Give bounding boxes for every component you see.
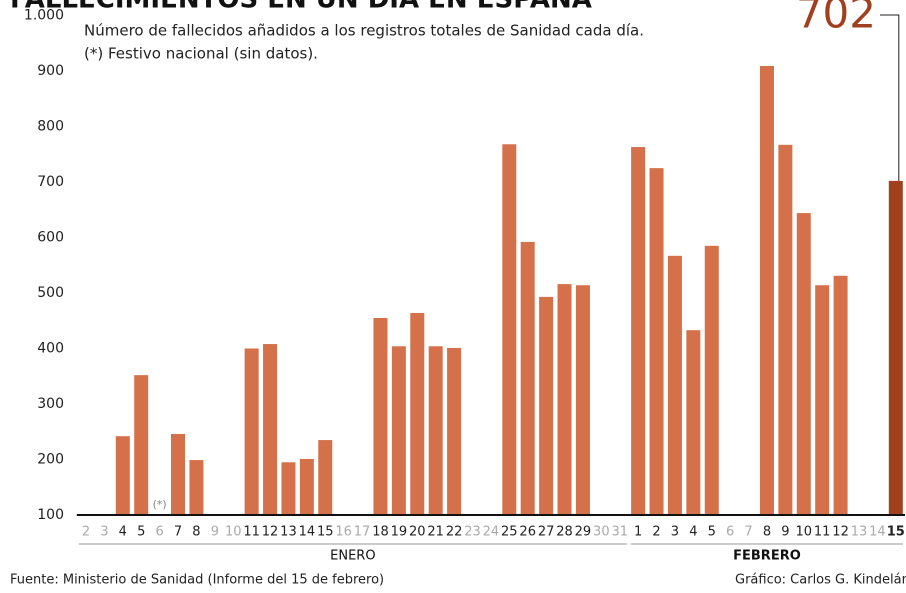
y-tick-label: 600 — [37, 230, 64, 246]
x-tick-label: 24 — [483, 525, 500, 540]
bar — [244, 348, 259, 515]
bar — [631, 147, 646, 515]
x-tick-label: 22 — [446, 525, 463, 540]
x-tick-label: 2 — [652, 525, 660, 540]
x-tick-label: 25 — [501, 525, 518, 540]
chart-title: FALLECIMIENTOS EN UN DÍA EN ESPAÑA — [10, 0, 592, 15]
bar — [115, 436, 130, 515]
bar — [833, 275, 848, 515]
bar — [778, 144, 793, 515]
bar — [171, 433, 186, 515]
bar — [649, 168, 664, 515]
x-tick-label: 17 — [354, 525, 371, 540]
x-tick-label: 11 — [243, 525, 260, 540]
x-tick-label: 9 — [211, 525, 219, 540]
bar — [189, 460, 204, 515]
y-tick-label: 900 — [37, 63, 64, 79]
bar — [759, 66, 774, 515]
x-tick-label: 21 — [427, 525, 444, 540]
x-tick-label: 13 — [851, 525, 868, 540]
bar — [263, 344, 278, 515]
month-label: ENERO — [330, 549, 375, 564]
bar — [557, 284, 572, 515]
x-tick-label: 7 — [174, 525, 182, 540]
x-tick-label: 16 — [335, 525, 352, 540]
x-tick-label: 14 — [869, 525, 886, 540]
x-tick-label: 3 — [100, 525, 108, 540]
bar — [428, 346, 443, 515]
x-tick-label: 26 — [519, 525, 536, 540]
callout-label: 702 — [796, 0, 876, 38]
credit: Gráfico: Carlos G. Kindelán — [735, 573, 906, 588]
x-tick-label: 14 — [299, 525, 316, 540]
month-label: FEBRERO — [733, 549, 801, 564]
bar — [134, 375, 149, 515]
bar — [575, 285, 590, 515]
y-tick-label: 500 — [37, 285, 64, 301]
x-tick-label: 15 — [317, 525, 334, 540]
y-tick-label: 100 — [37, 507, 64, 523]
bar — [704, 245, 719, 515]
bar — [447, 347, 462, 515]
note: (*) Festivo nacional (sin datos). — [84, 45, 318, 63]
subtitle: Número de fallecidos añadidos a los regi… — [84, 22, 644, 40]
bar — [281, 462, 296, 515]
x-tick-label: 13 — [280, 525, 297, 540]
bar — [520, 241, 535, 515]
x-tick-label: 18 — [372, 525, 389, 540]
annotation: (*) — [153, 498, 167, 511]
y-tick-label: 300 — [37, 396, 64, 412]
bar — [888, 180, 903, 515]
bar — [373, 317, 388, 515]
x-tick-label: 29 — [575, 525, 592, 540]
x-tick-label: 6 — [726, 525, 734, 540]
x-tick-label: 3 — [671, 525, 679, 540]
x-tick-label: 19 — [391, 525, 408, 540]
y-tick-label: 200 — [37, 452, 64, 468]
bar — [667, 255, 682, 515]
x-tick-label: 12 — [832, 525, 849, 540]
bar — [502, 144, 517, 515]
bar — [318, 440, 333, 515]
x-tick-label: 4 — [689, 525, 697, 540]
source: Fuente: Ministerio de Sanidad (Informe d… — [10, 573, 384, 588]
bar — [391, 346, 406, 515]
x-tick-label: 8 — [192, 525, 200, 540]
bar — [299, 458, 314, 515]
bar — [815, 285, 830, 515]
x-tick-label: 9 — [781, 525, 789, 540]
x-tick-label: 1 — [634, 525, 642, 540]
y-tick-label: 400 — [37, 341, 64, 357]
x-tick-label: 27 — [538, 525, 555, 540]
x-tick-label: 4 — [119, 525, 127, 540]
x-tick-label: 12 — [262, 525, 279, 540]
callout-line — [880, 14, 900, 181]
y-tick-label: 1.000 — [24, 8, 64, 24]
bar — [539, 296, 554, 515]
bar — [410, 312, 425, 515]
x-tick-label: 28 — [556, 525, 573, 540]
x-tick-label: 30 — [593, 525, 610, 540]
x-tick-label: 7 — [744, 525, 752, 540]
x-tick-label: 31 — [611, 525, 628, 540]
x-tick-label: 8 — [763, 525, 771, 540]
x-tick-label: 5 — [137, 525, 145, 540]
y-tick-label: 700 — [37, 174, 64, 190]
x-tick-label: 23 — [464, 525, 481, 540]
x-tick-label: 11 — [814, 525, 831, 540]
x-tick-label: 6 — [155, 525, 163, 540]
bar — [796, 213, 811, 515]
x-tick-label: 5 — [708, 525, 716, 540]
x-tick-label: 15 — [887, 525, 905, 540]
x-tick-label: 10 — [796, 525, 813, 540]
bar — [686, 330, 701, 515]
y-tick-label: 800 — [37, 119, 64, 135]
x-tick-label: 10 — [225, 525, 242, 540]
x-tick-label: 20 — [409, 525, 426, 540]
x-tick-label: 2 — [82, 525, 90, 540]
